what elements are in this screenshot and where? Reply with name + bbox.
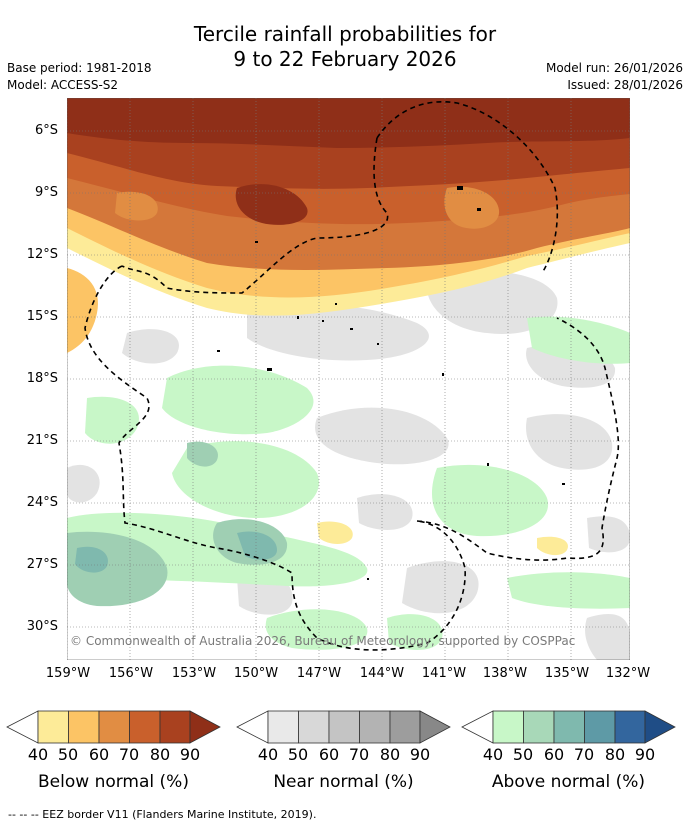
eez-french-polynesia [84, 265, 466, 651]
lon-label-156w: 156°W [108, 666, 154, 681]
islands [217, 186, 565, 580]
darkest-brown-band [67, 98, 630, 148]
lat-label-12s: 12°S [26, 247, 58, 262]
title-line-1: Tercile rainfall probabilities for [193, 22, 497, 46]
lon-label-159w: 159°W [45, 666, 91, 681]
yellow-patch-3 [537, 536, 568, 556]
cb-above-tick-50: 50 [512, 745, 534, 764]
below-normal-regions [67, 98, 630, 556]
colorbar-below [6, 710, 221, 744]
cb-below-tick-70: 70 [118, 745, 140, 764]
lon-label-150w: 150°W [233, 666, 279, 681]
lat-label-9s: 9°S [34, 185, 58, 200]
cb-below-tick-80: 80 [149, 745, 171, 764]
lon-label-147w: 147°W [296, 666, 342, 681]
cb-near-tick-70: 70 [348, 745, 370, 764]
cb-below-tick-90: 90 [179, 745, 201, 764]
eez-footnote: -- -- -- EEZ border V11 (Flanders Marine… [8, 808, 317, 821]
lat-label-24s: 24°S [26, 495, 58, 510]
lon-label-138w: 138°W [482, 666, 528, 681]
yellow-patch-2 [317, 521, 353, 544]
cb-above-tick-90: 90 [634, 745, 656, 764]
grid-lines [67, 98, 630, 660]
forecast-map [67, 98, 630, 660]
cb-above-tick-70: 70 [573, 745, 595, 764]
cb-below-label: Below normal (%) [38, 772, 189, 792]
above-normal-stronger [75, 531, 277, 573]
colorbar-above [461, 710, 676, 744]
lat-label-21s: 21°S [26, 433, 58, 448]
map-credit: © Commonwealth of Australia 2026, Bureau… [70, 634, 576, 648]
lon-label-135w: 135°W [544, 666, 590, 681]
lon-label-132w: 132°W [605, 666, 651, 681]
issued-date: Issued: 28/01/2026 [567, 78, 683, 92]
cb-near-tick-80: 80 [379, 745, 401, 764]
yellow-patch-1 [67, 268, 98, 353]
cb-near-label: Near normal (%) [273, 772, 414, 792]
lat-label-6s: 6°S [34, 123, 58, 138]
cb-below-tick-50: 50 [57, 745, 79, 764]
lat-label-27s: 27°S [26, 557, 58, 572]
title-line-2: 9 to 22 February 2026 [233, 47, 457, 71]
lat-label-30s: 30°S [26, 619, 58, 634]
dark-patch-1 [235, 184, 308, 225]
colorbar-near [236, 710, 451, 744]
base-period: Base period: 1981-2018 [7, 61, 152, 75]
lon-label-153w: 153°W [171, 666, 217, 681]
orange-patch-1 [444, 186, 500, 229]
chart-title: Tercile rainfall probabilities for 9 to … [0, 22, 690, 72]
meta-right: Model run: 26/01/2026 Issued: 28/01/2026 [546, 60, 683, 94]
cb-near-tick-40: 40 [257, 745, 279, 764]
cb-near-tick-60: 60 [318, 745, 340, 764]
lat-label-18s: 18°S [26, 371, 58, 386]
cb-above-tick-40: 40 [482, 745, 504, 764]
lon-label-141w: 141°W [421, 666, 467, 681]
orange-patch-2 [115, 191, 158, 221]
cb-below-tick-40: 40 [27, 745, 49, 764]
lon-label-144w: 144°W [359, 666, 405, 681]
model-name: Model: ACCESS-S2 [7, 78, 119, 92]
cb-above-tick-60: 60 [543, 745, 565, 764]
lat-label-15s: 15°S [26, 309, 58, 324]
cb-below-tick-60: 60 [88, 745, 110, 764]
cb-near-tick-90: 90 [409, 745, 431, 764]
cb-above-label: Above normal (%) [491, 772, 646, 792]
colorbars [6, 710, 676, 744]
cb-near-tick-50: 50 [287, 745, 309, 764]
eez-kiribati [376, 101, 559, 274]
meta-left: Base period: 1981-2018 Model: ACCESS-S2 [7, 60, 152, 94]
model-run: Model run: 26/01/2026 [545, 61, 683, 75]
cb-above-tick-80: 80 [604, 745, 626, 764]
eez-borders [84, 101, 620, 651]
